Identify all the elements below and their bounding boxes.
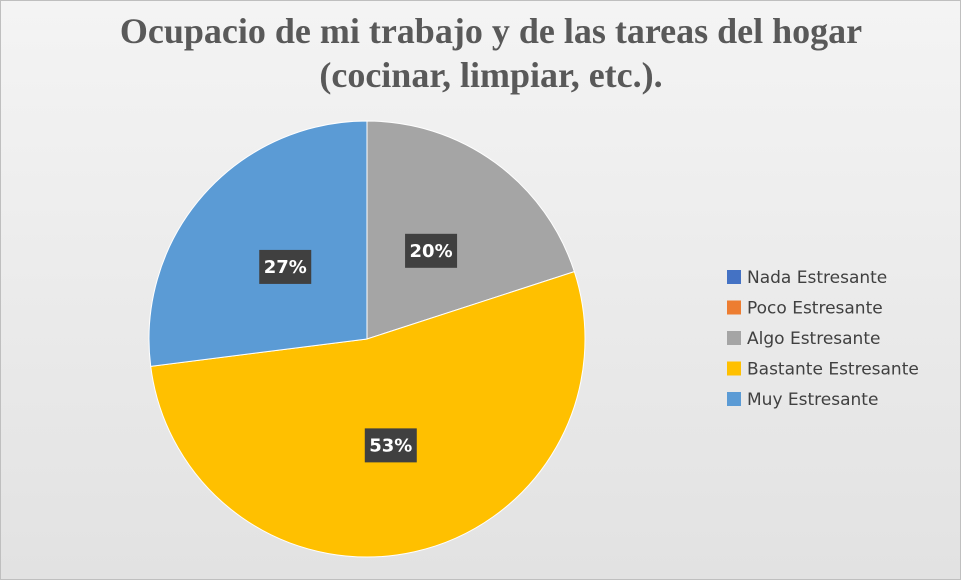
legend-swatch <box>727 331 741 345</box>
legend-swatch <box>727 270 741 284</box>
legend-swatch <box>727 392 741 406</box>
pie-slice <box>150 271 586 558</box>
legend-swatch <box>727 300 741 315</box>
legend-label: Nada Estresante <box>747 268 887 288</box>
chart-title: Ocupacio de mi trabajo y de las tareas d… <box>119 11 863 95</box>
pie-slice <box>366 120 575 340</box>
data-label: 20% <box>410 241 453 262</box>
data-label: 27% <box>264 257 307 278</box>
legend-label: Poco Estresante <box>747 299 883 319</box>
pie-slice <box>148 120 368 367</box>
data-label-box <box>364 428 417 463</box>
legend-label: Muy Estresante <box>747 390 878 410</box>
data-label-box <box>405 233 458 268</box>
data-label: 53% <box>369 435 412 456</box>
legend-label: Algo Estresante <box>747 329 880 349</box>
data-label-box <box>259 249 312 284</box>
legend-label: Bastante Estresante <box>747 360 919 380</box>
legend-swatch <box>727 361 741 376</box>
